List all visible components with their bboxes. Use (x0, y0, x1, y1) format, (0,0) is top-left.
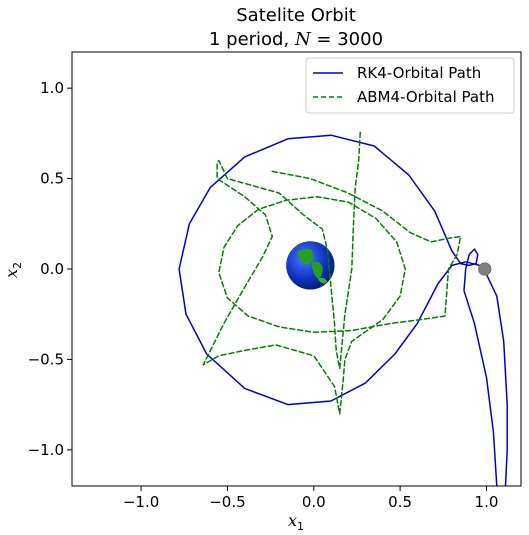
x-tick-label: 0.5 (388, 493, 412, 511)
plot-area: −1.0 −0.5 0.0 0.5 1.0 −1.0 −0.5 0.0 0.5 1.0 (28, 51, 522, 511)
title-suffix: = 3000 (311, 29, 383, 50)
chart-title-line-1: Satelite Orbit (236, 5, 356, 26)
chart-title-line-2: 1 period, N = 3000 (209, 29, 383, 50)
x-tick-label: 0.0 (302, 493, 326, 511)
y-axis-label-symbol: x (2, 269, 21, 278)
title-variable: N (294, 29, 312, 50)
x-tick-label: −0.5 (209, 493, 245, 511)
y-tick-label: −0.5 (28, 350, 64, 368)
series-line-abm4 (202, 129, 462, 415)
x-axis-label-subscript: 1 (297, 520, 304, 533)
x-axis-label: x1 (288, 511, 304, 533)
title-prefix: 1 period, (209, 29, 295, 50)
y-tick-label: 0.0 (40, 260, 64, 278)
legend-box (305, 57, 515, 114)
x-axis: −1.0 −0.5 0.0 0.5 1.0 (123, 486, 499, 511)
series-layer (178, 129, 508, 486)
earth-icon (286, 241, 335, 290)
y-axis-label: x2 (2, 262, 24, 278)
satellite-marker (478, 262, 492, 276)
y-tick-label: 1.0 (40, 79, 64, 97)
y-tick-label: 0.5 (40, 170, 64, 188)
legend: RK4-Orbital Path ABM4-Orbital Path (305, 57, 515, 114)
x-axis-label-symbol: x (288, 511, 297, 530)
legend-label-abm4: ABM4-Orbital Path (357, 88, 495, 106)
x-tick-label: −1.0 (123, 493, 159, 511)
y-axis: −1.0 −0.5 0.0 0.5 1.0 (28, 79, 72, 459)
y-axis-label-subscript: 2 (11, 262, 24, 269)
legend-label-rk4: RK4-Orbital Path (357, 64, 481, 82)
series-line-rk4 (178, 134, 508, 486)
x-tick-label: 1.0 (475, 493, 499, 511)
y-tick-label: −1.0 (28, 441, 64, 459)
